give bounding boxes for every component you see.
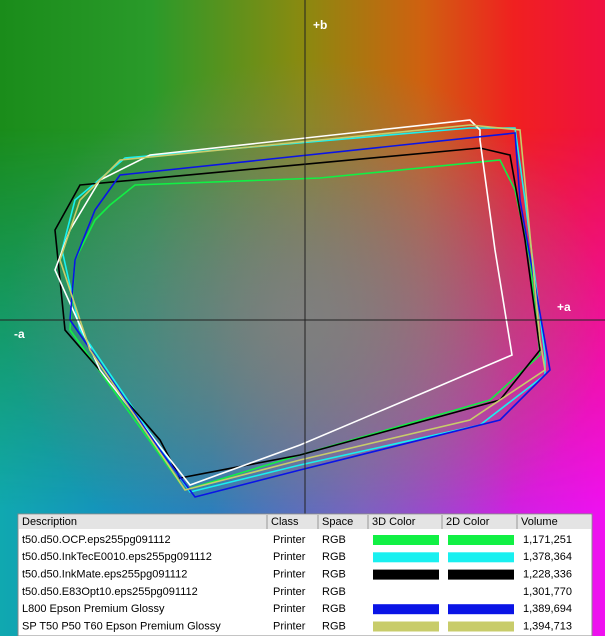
profile-volume: 1,228,336 <box>523 569 572 581</box>
column-header[interactable]: Description <box>22 516 77 528</box>
profile-name[interactable]: t50.d50.OCP.eps255pg091112 <box>22 534 171 546</box>
profile-class: Printer <box>273 569 306 581</box>
color-3d-swatch[interactable] <box>373 535 439 545</box>
profile-space: RGB <box>322 620 346 632</box>
color-3d-swatch[interactable] <box>373 569 439 580</box>
axis-label: +a <box>557 300 571 314</box>
column-header[interactable]: Class <box>271 516 299 528</box>
color-2d-swatch[interactable] <box>448 569 514 580</box>
profile-class: Printer <box>273 551 306 563</box>
column-header[interactable]: 3D Color <box>372 516 416 528</box>
color-3d-swatch[interactable] <box>373 621 439 632</box>
profile-space: RGB <box>322 569 346 581</box>
profile-class: Printer <box>273 620 306 632</box>
table-header <box>19 515 591 529</box>
profile-name[interactable]: L800 Epson Premium Glossy <box>22 603 165 615</box>
gamut-outline <box>54 119 513 486</box>
color-2d-swatch[interactable] <box>448 552 514 563</box>
color-2d-swatch[interactable] <box>448 604 514 615</box>
profile-class: Printer <box>273 534 306 546</box>
profile-volume: 1,301,770 <box>523 586 572 598</box>
color-2d-swatch[interactable] <box>448 586 514 597</box>
gamut-outline <box>59 124 546 491</box>
axis-label: +b <box>313 18 327 32</box>
gamut-outlines <box>54 119 551 498</box>
color-2d-swatch[interactable] <box>448 621 514 632</box>
profile-volume: 1,394,713 <box>523 620 572 632</box>
profile-volume: 1,389,694 <box>523 603 572 615</box>
axis-label: -a <box>14 327 25 341</box>
gamut-outline <box>54 147 541 479</box>
profile-name[interactable]: t50.d50.E83Opt10.eps255pg091112 <box>22 586 198 598</box>
column-header[interactable]: 2D Color <box>446 516 490 528</box>
column-header[interactable]: Volume <box>521 516 558 528</box>
profile-class: Printer <box>273 586 306 598</box>
profile-space: RGB <box>322 551 346 563</box>
profile-space: RGB <box>322 534 346 546</box>
column-header[interactable]: Space <box>322 516 353 528</box>
color-3d-swatch[interactable] <box>373 586 439 597</box>
profile-volume: 1,378,364 <box>523 551 572 563</box>
color-3d-swatch[interactable] <box>373 552 439 563</box>
profile-volume: 1,171,251 <box>523 534 572 546</box>
profile-space: RGB <box>322 603 346 615</box>
color-3d-swatch[interactable] <box>373 604 439 615</box>
profile-name[interactable]: SP T50 P50 T60 Epson Premium Glossy <box>22 620 221 632</box>
profile-class: Printer <box>273 603 306 615</box>
color-2d-swatch[interactable] <box>448 535 514 545</box>
profile-name[interactable]: t50.d50.InkTecE0010.eps255pg091112 <box>22 551 212 563</box>
profile-space: RGB <box>322 586 346 598</box>
table-body: Description Class Space 3D Color 2D Color Vol… <box>22 515 572 632</box>
gamut-outline <box>69 132 551 498</box>
profile-name[interactable]: t50.d50.InkMate.eps255pg091112 <box>22 569 187 581</box>
